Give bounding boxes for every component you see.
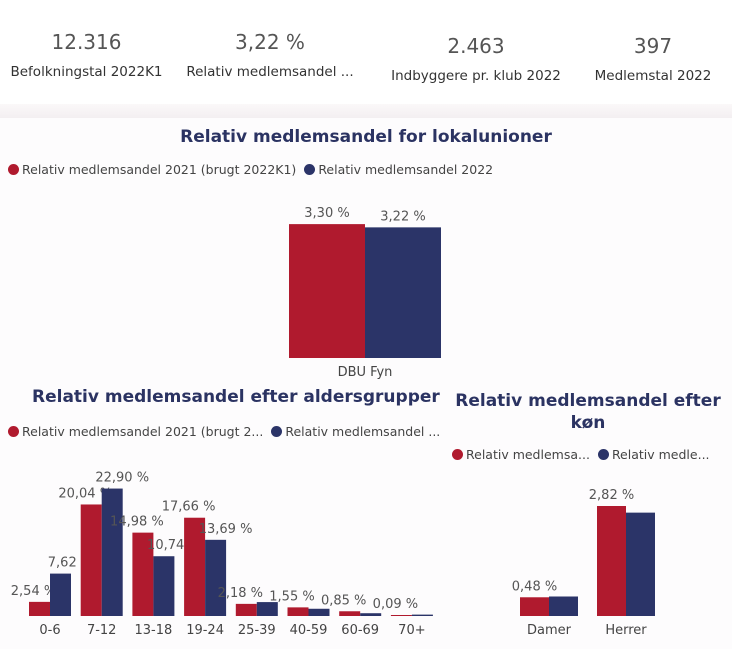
legend-dot-icon [8,426,19,437]
kpi-label: Indbyggere pr. klub 2022 [391,68,561,84]
legend-lokalunioner: Relativ medlemsandel 2021 (brugt 2022K1)… [8,162,501,177]
section-divider [0,104,732,118]
charts-panel [0,118,732,649]
kpi-population[interactable]: 12.316 Befolkningstal 2022K1 [4,22,169,80]
kpi-members[interactable]: 397 Medlemstal 2022 [588,22,718,84]
kpi-value: 2.463 [447,34,505,58]
chart-title-lokalunioner: Relativ medlemsandel for lokalunioner [180,127,552,147]
chart-title-aldersgrupper: Relativ medlemsandel efter aldersgrupper [32,387,440,407]
legend-koen: Relativ medlemsa... Relativ medle... [452,447,718,462]
legend-dot-icon [597,449,609,460]
legend-dot-icon [304,164,316,175]
legend-dot-icon [452,449,463,460]
legend-dot-icon [8,164,19,175]
chart-title-koen: Relativ medlemsandel efter køn [455,391,721,433]
kpi-label: Relativ medlemsandel ... [186,64,354,80]
legend-item-2022[interactable]: Relativ medlemsandel 2022 [304,162,493,177]
kpi-inhabitants-per-club[interactable]: 2.463 Indbyggere pr. klub 2022 [384,22,568,84]
kpi-relative-share[interactable]: 3,22 % Relativ medlemsandel ... [180,22,360,80]
legend-item-2021[interactable]: Relativ medlemsandel 2021 (brugt 2022K1) [8,162,296,177]
legend-item-2021[interactable]: Relativ medlemsandel 2021 (brugt 2... [8,424,263,439]
legend-aldersgrupper: Relativ medlemsandel 2021 (brugt 2... Re… [8,424,448,439]
kpi-value: 3,22 % [235,30,305,54]
kpi-label: Medlemstal 2022 [594,68,712,84]
kpi-band: 12.316 Befolkningstal 2022K1 3,22 % Rela… [0,0,732,118]
legend-item-2022[interactable]: Relativ medle... [597,447,710,462]
legend-item-2021[interactable]: Relativ medlemsa... [452,447,590,462]
legend-dot-icon [271,426,283,437]
kpi-value: 12.316 [51,30,122,54]
legend-item-2022[interactable]: Relativ medlemsandel ... [271,424,440,439]
kpi-value: 397 [633,34,673,58]
kpi-label: Befolkningstal 2022K1 [10,64,163,80]
